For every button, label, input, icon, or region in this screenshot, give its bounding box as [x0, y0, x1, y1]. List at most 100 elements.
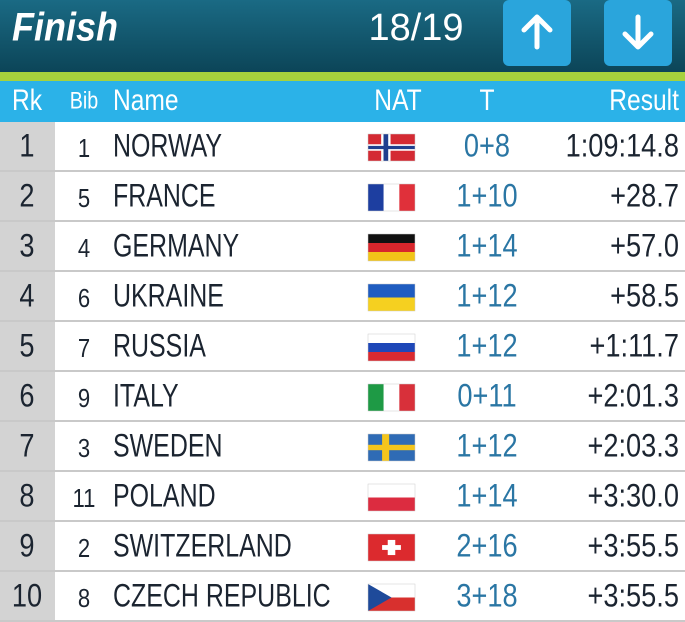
result: +3:30.0: [588, 478, 679, 514]
bib: 1: [78, 134, 90, 163]
result-row: 2 5 FRANCE 1+10 +28.7: [0, 172, 685, 222]
rank: 9: [19, 528, 34, 564]
flag-part: [383, 384, 400, 411]
flag-part: [368, 343, 415, 352]
accent-line: [0, 72, 685, 81]
flag-part: [368, 252, 415, 261]
flag-part: [368, 243, 415, 252]
bib: 4: [78, 234, 90, 263]
flag-border: [367, 233, 416, 262]
penalties: 1+12: [456, 328, 517, 364]
result: +2:03.3: [588, 428, 679, 464]
rank-cell: [0, 272, 55, 322]
result-row: 1 1 NORWAY 0+8 1:09:14.8: [0, 122, 685, 172]
flag-part: [382, 545, 401, 550]
result: +57.0: [610, 228, 679, 264]
flag-part: [368, 334, 415, 343]
rank-cell: [0, 522, 55, 572]
result-row: 3 4 GERMANY 1+14 +57.0: [0, 222, 685, 272]
bib: 6: [78, 284, 90, 313]
flag: [367, 333, 416, 362]
result: +3:55.5: [588, 528, 679, 564]
result-row: 10 8 CZECH REPUBLIC 3+18 +3:55.5: [0, 572, 685, 622]
flag: [367, 283, 416, 312]
team-name: FRANCE: [113, 179, 216, 215]
flag-border: [367, 583, 416, 612]
flag-border: [367, 133, 416, 162]
down-button[interactable]: [604, 0, 672, 66]
rank-cell: [0, 322, 55, 372]
team-name: SWITZERLAND: [113, 529, 292, 565]
bib: 5: [78, 184, 90, 213]
flag: [367, 583, 416, 612]
flag-part: [368, 297, 415, 311]
team-name: ITALY: [113, 379, 179, 415]
row-bg: [0, 322, 685, 372]
flag-border: [367, 183, 416, 212]
penalties: 1+14: [456, 228, 517, 264]
result-row: 6 9 ITALY 0+11 +2:01.3: [0, 372, 685, 422]
flag: [367, 183, 416, 212]
team-name: SWEDEN: [113, 429, 223, 465]
rank: 2: [19, 178, 34, 214]
board-title: Finish: [12, 6, 118, 50]
row-bg: [0, 222, 685, 272]
flag: [367, 133, 416, 162]
rank-cell: [0, 222, 55, 272]
result-row: 7 3 SWEDEN 1+12 +2:03.3: [0, 422, 685, 472]
team-name: POLAND: [113, 479, 216, 515]
column-header: Bib: [70, 86, 98, 113]
flag-part: [368, 497, 415, 511]
row-bg: [0, 272, 685, 322]
rank-cell: [0, 122, 55, 172]
rank-cell: [0, 422, 55, 472]
team-name: GERMANY: [113, 229, 239, 265]
result-row: 8 11 POLAND 1+14 +3:30.0: [0, 472, 685, 522]
column-header: Rk: [12, 83, 42, 117]
penalties: 1+10: [456, 178, 517, 214]
flag: [367, 433, 416, 462]
flag-border: [367, 333, 416, 362]
penalties: 1+12: [456, 278, 517, 314]
rank: 10: [12, 578, 42, 614]
flag-part: [368, 145, 415, 150]
column-header-bar: [0, 81, 685, 122]
flag-part: [368, 234, 415, 243]
rank: 8: [19, 478, 34, 514]
rank: 3: [19, 228, 34, 264]
row-bg: [0, 372, 685, 422]
bib: 7: [78, 334, 90, 363]
result: +1:11.7: [590, 328, 679, 364]
result: +28.7: [610, 178, 679, 214]
flag-part: [368, 584, 392, 611]
result: +58.5: [610, 278, 679, 314]
flag-part: [399, 384, 415, 411]
penalties: 2+16: [456, 528, 517, 564]
flag-part: [368, 284, 415, 298]
flag-border: [367, 483, 416, 512]
flag-part: [368, 484, 415, 498]
rank: 7: [19, 428, 34, 464]
team-name: NORWAY: [113, 129, 222, 165]
flag: [367, 533, 416, 562]
flag: [367, 383, 416, 412]
flag-border: [367, 383, 416, 412]
flag: [367, 233, 416, 262]
rank: 5: [19, 328, 34, 364]
flag-border: [367, 533, 416, 562]
row-bg: [0, 522, 685, 572]
column-header: Result: [609, 83, 679, 117]
rank: 1: [19, 128, 34, 164]
flag-border: [367, 433, 416, 462]
flag-part: [368, 444, 415, 451]
column-header: NAT: [374, 83, 422, 117]
flag-border: [367, 283, 416, 312]
bib: 2: [78, 534, 90, 563]
penalties: 1+14: [456, 478, 517, 514]
up-button[interactable]: [503, 0, 571, 66]
penalties: 1+12: [456, 428, 517, 464]
rank-cell: [0, 472, 55, 522]
column-header: Name: [113, 83, 179, 117]
flag-part: [368, 384, 384, 411]
team-name: CZECH REPUBLIC: [113, 579, 331, 615]
